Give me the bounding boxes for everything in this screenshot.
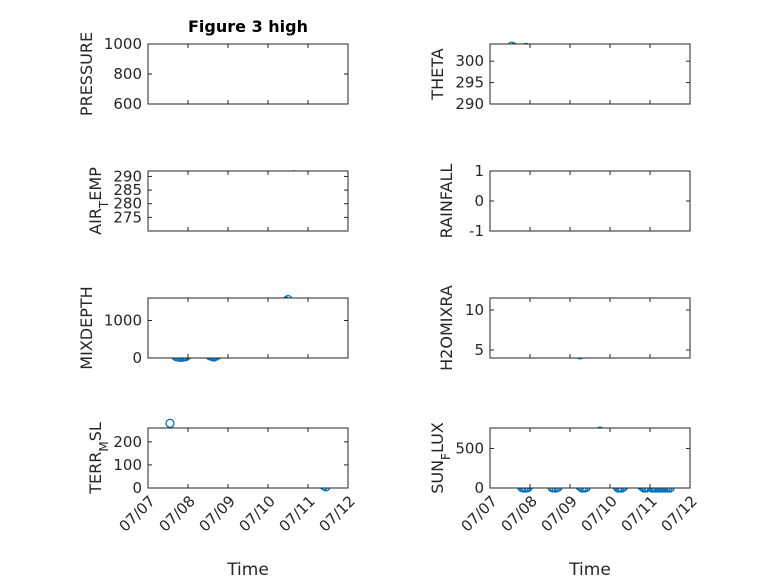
x-axis-label: Time: [568, 560, 611, 580]
x-tick-label: 07/07: [116, 492, 159, 535]
y-tick-label: 10: [465, 301, 484, 319]
x-tick-label: 07/09: [538, 492, 581, 535]
y-tick-label: 0: [474, 192, 484, 210]
x-tick-label: 07/07: [458, 492, 501, 535]
x-tick-label: 07/12: [658, 492, 701, 535]
y-axis-label: H2OMIXRA: [437, 285, 456, 371]
x-tick-label: 07/11: [276, 492, 319, 535]
axes-box: [489, 43, 691, 105]
subplot-h2omixra: 5 10 H2OMIXRA: [437, 285, 691, 371]
y-tick-label: 275: [113, 208, 142, 226]
x-tick-label: 07/10: [236, 492, 279, 535]
axes-box: [147, 427, 349, 489]
subplot-pressure: 600 800 1000 PRESSURE Figure 3 high: [77, 17, 349, 116]
y-tick-label: 290: [455, 95, 484, 113]
axes-box: [147, 43, 349, 105]
subplot-mixdepth: 0 1000 MIXDEPTH: [77, 286, 349, 370]
x-tick-label: 07/10: [578, 492, 621, 535]
y-tick-label: 0: [132, 479, 142, 497]
y-tick-label: 285: [113, 181, 142, 199]
axes-box: [489, 427, 691, 489]
x-axis-label: Time: [226, 560, 269, 580]
y-axis-label: RAINFALL: [437, 164, 456, 239]
x-tick-label: 07/12: [316, 492, 359, 535]
x-tick-label: 07/08: [498, 492, 541, 535]
y-tick-label: 800: [113, 65, 142, 83]
y-tick-label: 295: [455, 74, 484, 92]
y-tick-label: 280: [113, 195, 142, 213]
y-axis-label: MIXDEPTH: [77, 286, 96, 369]
y-tick-label: -1: [469, 222, 484, 240]
y-axis-label: SUNFLUX: [428, 422, 453, 494]
y-tick-label: 200: [113, 433, 142, 451]
y-tick-label: 100: [113, 456, 142, 474]
x-tick-label: 07/11: [618, 492, 661, 535]
y-axis-label: AIRTEMP: [86, 167, 111, 235]
subplot-theta: 290 295 300 THETA: [428, 41, 691, 113]
y-tick-label: 290: [113, 167, 142, 185]
y-axis-label: TERRMSL: [86, 422, 111, 495]
y-tick-label: 1000: [104, 312, 142, 330]
y-tick-label: 5: [474, 341, 484, 359]
axes-box: [489, 170, 691, 232]
y-axis-label: PRESSURE: [77, 32, 96, 116]
x-tick-label: 07/09: [196, 492, 239, 535]
y-tick-label: 0: [132, 349, 142, 367]
x-tick-label: 07/08: [156, 492, 199, 535]
subplot-rainfall: -1 0 1 RAINFALL: [437, 162, 691, 240]
y-axis-label: THETA: [428, 48, 447, 100]
y-tick-label: 300: [455, 52, 484, 70]
y-tick-label: 600: [113, 95, 142, 113]
y-tick-label: 1: [474, 162, 484, 180]
axes-box: [147, 170, 349, 232]
data-point: [165, 418, 175, 429]
y-tick-label: 500: [455, 440, 484, 458]
y-tick-label: 1000: [104, 35, 142, 53]
y-tick-label: 0: [474, 479, 484, 497]
axes-box: [489, 297, 691, 359]
axes-box: [147, 297, 349, 359]
chart-title: Figure 3 high: [188, 17, 308, 36]
